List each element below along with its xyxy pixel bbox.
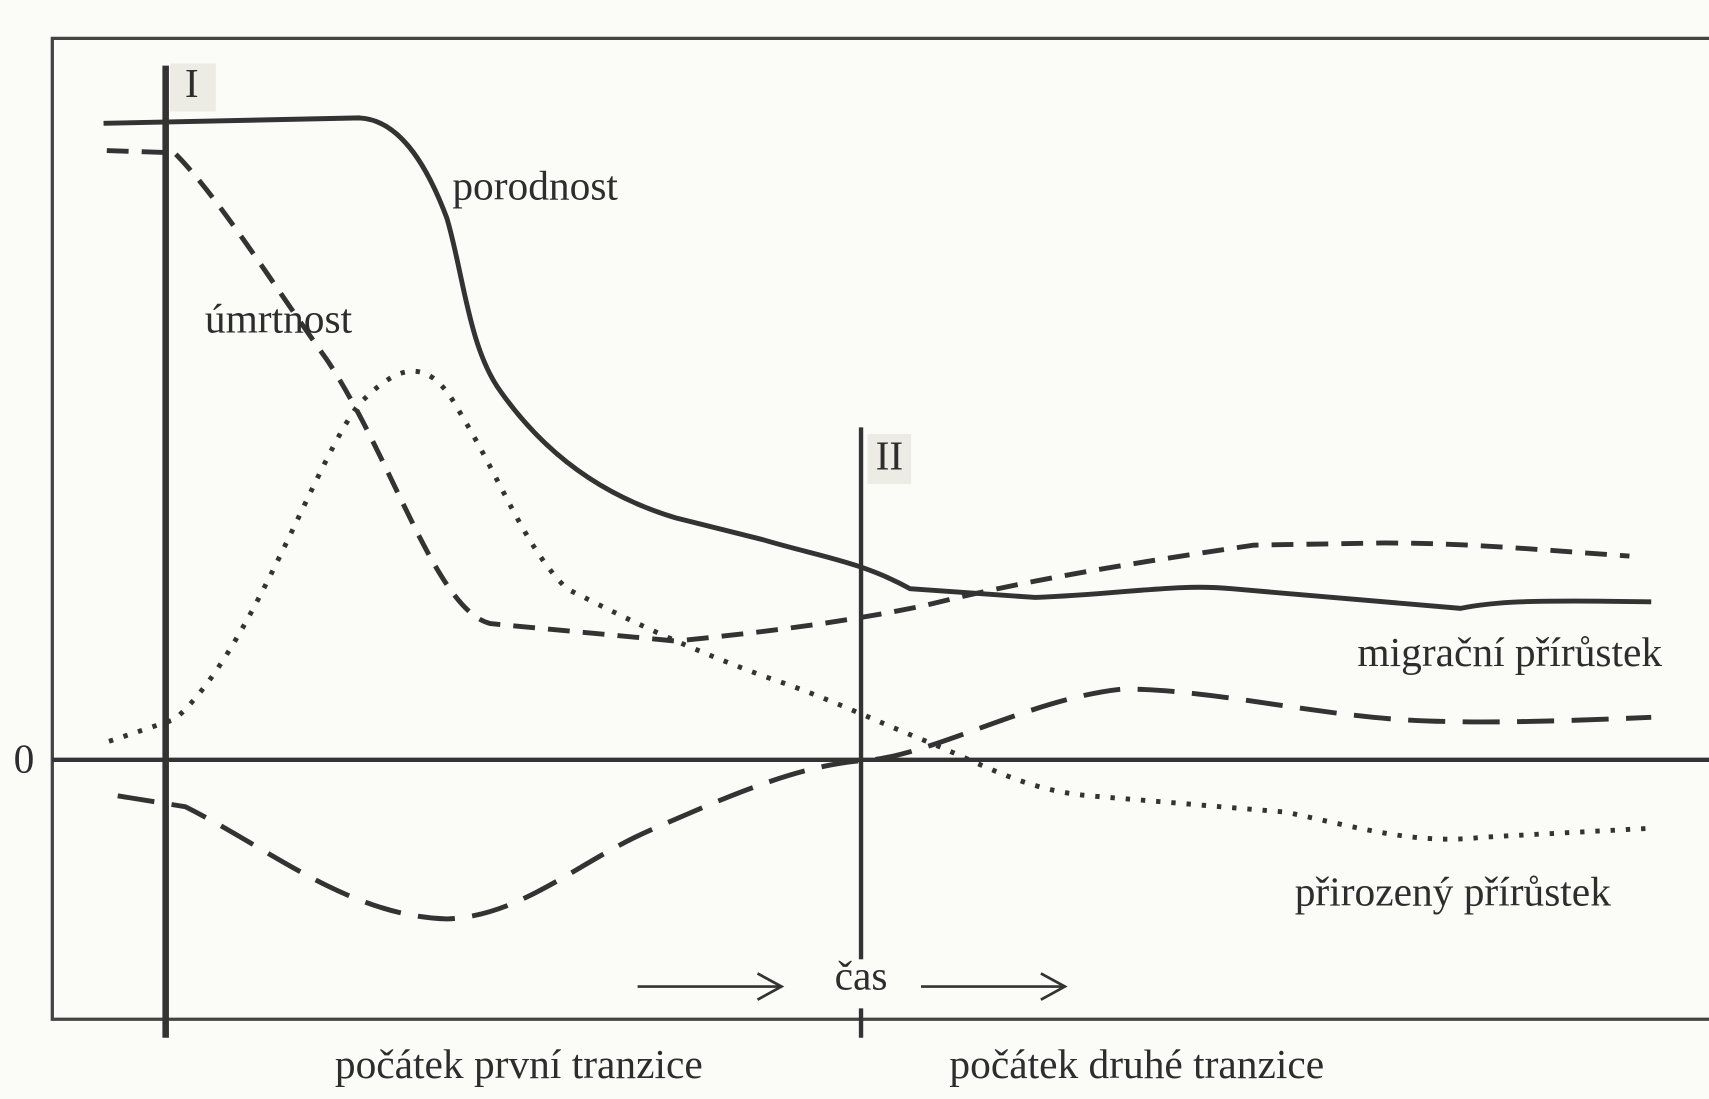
time-arrows: [637, 972, 1068, 1001]
arrowhead: [756, 972, 785, 1001]
natural-increase-curve: [117, 686, 1652, 922]
death-rate-curve: [106, 148, 1630, 644]
marker-label: II: [876, 433, 904, 479]
curve-label: přirozený přírůstek: [1295, 869, 1611, 915]
curve-label: porodnost: [452, 162, 618, 208]
time-label-bg: [822, 959, 900, 1009]
curve-label: migrační přírůstek: [1357, 629, 1662, 675]
footer-label: počátek první tranzice: [335, 1041, 703, 1087]
footer-label: počátek druhé tranzice: [949, 1041, 1324, 1087]
marker-box-first: [170, 63, 216, 112]
marker-box-second: [867, 433, 912, 485]
marker-label: I: [185, 60, 199, 106]
zero-label: 0: [14, 736, 35, 782]
arrowhead: [1040, 972, 1068, 1001]
migration-increase-curve: [108, 368, 1646, 842]
birth-rate-curve: [103, 115, 1652, 611]
curve-label: úmrtnost: [205, 295, 353, 341]
time-label: čas: [835, 953, 888, 999]
frame: [50, 36, 1709, 1021]
